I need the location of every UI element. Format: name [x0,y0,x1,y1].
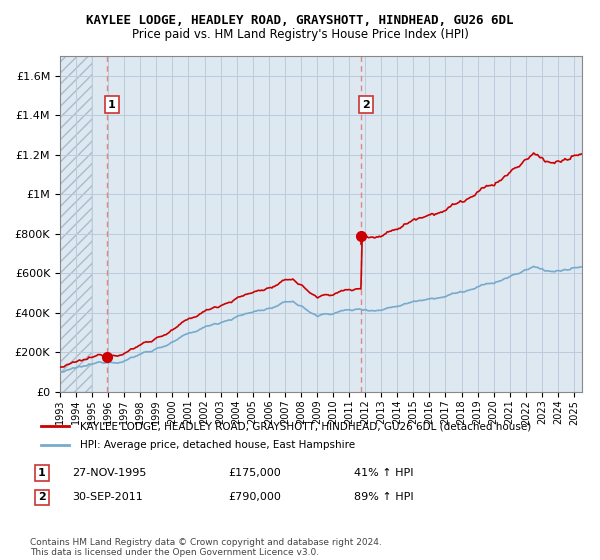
Text: 1: 1 [108,100,116,110]
Text: 27-NOV-1995: 27-NOV-1995 [72,468,146,478]
Text: £790,000: £790,000 [228,492,281,502]
Text: KAYLEE LODGE, HEADLEY ROAD, GRAYSHOTT, HINDHEAD, GU26 6DL (detached house): KAYLEE LODGE, HEADLEY ROAD, GRAYSHOTT, H… [80,421,531,431]
Text: 1: 1 [38,468,46,478]
Text: 30-SEP-2011: 30-SEP-2011 [72,492,143,502]
Text: 89% ↑ HPI: 89% ↑ HPI [354,492,413,502]
Text: £175,000: £175,000 [228,468,281,478]
Text: Price paid vs. HM Land Registry's House Price Index (HPI): Price paid vs. HM Land Registry's House … [131,28,469,41]
Text: KAYLEE LODGE, HEADLEY ROAD, GRAYSHOTT, HINDHEAD, GU26 6DL: KAYLEE LODGE, HEADLEY ROAD, GRAYSHOTT, H… [86,14,514,27]
Bar [60,56,92,392]
Text: 2: 2 [362,100,370,110]
Text: HPI: Average price, detached house, East Hampshire: HPI: Average price, detached house, East… [80,440,355,450]
Text: 2: 2 [38,492,46,502]
Text: 41% ↑ HPI: 41% ↑ HPI [354,468,413,478]
Text: Contains HM Land Registry data © Crown copyright and database right 2024.
This d: Contains HM Land Registry data © Crown c… [30,538,382,557]
